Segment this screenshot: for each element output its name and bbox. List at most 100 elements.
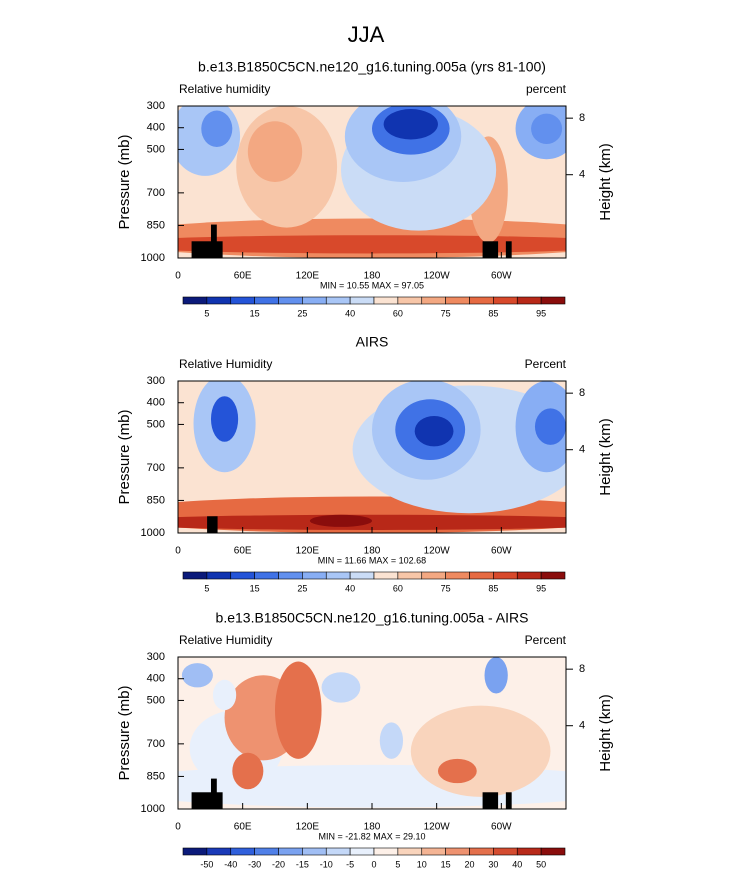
- colorbar-box: [516, 847, 542, 856]
- x-tick-label: 120E: [296, 546, 320, 557]
- colorbar-box: [397, 296, 423, 305]
- colorbar-label: 75: [441, 583, 451, 593]
- y2-axis-title: Height (km): [597, 694, 614, 772]
- x-tick-label: 60W: [491, 822, 512, 833]
- colorbar-box: [397, 571, 423, 580]
- colorbar-label: -15: [296, 859, 309, 869]
- colorbar-box: [206, 296, 232, 305]
- colorbar-box: [373, 571, 399, 580]
- y2-tick-label: 8: [579, 663, 585, 675]
- colorbar-label: 85: [488, 308, 498, 318]
- colorbar-box: [421, 847, 446, 856]
- terrain: [482, 241, 499, 258]
- colorbar-box: [182, 571, 208, 580]
- colorbar-box: [230, 571, 255, 580]
- y-tick-label: 400: [147, 397, 165, 409]
- x-tick-label: 60E: [234, 271, 252, 282]
- colorbar-box: [540, 296, 566, 305]
- terrain: [482, 792, 499, 809]
- y-tick-label: 700: [147, 187, 165, 199]
- colorbar-box: [493, 847, 518, 856]
- colorbar-box: [493, 296, 518, 305]
- colorbar-label: 0: [371, 859, 376, 869]
- contour-fill: [232, 752, 264, 790]
- colorbar-box: [230, 847, 255, 856]
- colorbar-label: 50: [536, 859, 546, 869]
- y-tick-label: 400: [147, 122, 165, 134]
- contour-fill: [484, 657, 508, 694]
- left-label: Relative humidity: [179, 82, 270, 96]
- y2-tick-label: 8: [579, 387, 585, 399]
- colorbar-box: [373, 296, 399, 305]
- terrain: [210, 778, 217, 809]
- colorbar-box: [421, 571, 446, 580]
- y-tick-label: 1000: [141, 803, 165, 815]
- colorbar-label: 30: [488, 859, 498, 869]
- contour-fill: [410, 705, 551, 797]
- min-max: MIN = 10.55 MAX = 97.05: [320, 280, 424, 290]
- colorbar-box: [397, 847, 423, 856]
- y-tick-label: 500: [147, 694, 165, 706]
- colorbar-box: [373, 847, 399, 856]
- colorbar-label: -10: [320, 859, 333, 869]
- contour-fill: [321, 672, 361, 703]
- y-tick-label: 1000: [141, 527, 165, 539]
- colorbar-label: 15: [250, 308, 260, 318]
- colorbar-box: [516, 571, 542, 580]
- colorbar-box: [182, 847, 208, 856]
- y-tick-label: 850: [147, 494, 165, 506]
- y-tick-label: 850: [147, 770, 165, 782]
- colorbar-box: [445, 296, 470, 305]
- colorbar-label: -50: [200, 859, 213, 869]
- colorbar-box: [445, 847, 470, 856]
- colorbar-box: [421, 296, 446, 305]
- x-tick-label: 120W: [424, 822, 451, 833]
- terrain: [505, 241, 512, 258]
- colorbar-box: [516, 296, 542, 305]
- x-tick-label: 0: [175, 546, 181, 557]
- colorbar-box: [302, 296, 327, 305]
- colorbar-label: -5: [346, 859, 354, 869]
- y-tick-label: 850: [147, 219, 165, 231]
- x-tick-label: 180: [364, 546, 381, 557]
- x-tick-label: 60E: [234, 822, 252, 833]
- x-tick-label: 60W: [491, 546, 512, 557]
- y-axis-title: Pressure (mb): [116, 134, 133, 229]
- contour-fill: [531, 113, 563, 144]
- colorbar-label: 95: [536, 308, 546, 318]
- colorbar-box: [540, 847, 566, 856]
- terrain: [191, 792, 223, 809]
- colorbar-label: 5: [204, 308, 209, 318]
- colorbar-label: 85: [488, 583, 498, 593]
- y2-axis-title: Height (km): [597, 418, 614, 496]
- y-tick-label: 700: [147, 462, 165, 474]
- colorbar-box: [254, 847, 279, 856]
- colorbar-box: [206, 571, 232, 580]
- panel-title: b.e13.B1850C5CN.ne120_g16.tuning.005a - …: [216, 610, 529, 626]
- right-label: Percent: [525, 633, 567, 647]
- colorbar-box: [349, 296, 375, 305]
- colorbar-box: [349, 571, 375, 580]
- contour-fill: [414, 415, 454, 447]
- colorbar-box: [254, 296, 279, 305]
- colorbar-box: [206, 847, 232, 856]
- panel-title: b.e13.B1850C5CN.ne120_g16.tuning.005a (y…: [198, 59, 546, 75]
- min-max: MIN = 11.66 MAX = 102.68: [318, 555, 426, 565]
- y-tick-label: 1000: [141, 252, 165, 264]
- left-label: Relative Humidity: [179, 357, 272, 371]
- colorbar-box: [469, 847, 494, 856]
- colorbar-box: [469, 571, 494, 580]
- terrain: [207, 516, 218, 533]
- contour-fill: [181, 663, 213, 688]
- y-tick-label: 300: [147, 651, 165, 663]
- colorbar-box: [278, 571, 303, 580]
- colorbar-label: 25: [297, 308, 307, 318]
- plot-area: [178, 657, 566, 809]
- colorbar-label: 15: [441, 859, 451, 869]
- colorbar-label: 75: [441, 308, 451, 318]
- colorbar-label: 40: [345, 308, 355, 318]
- plot-area: [178, 106, 566, 258]
- contour-fill: [437, 758, 477, 784]
- contour-fill: [201, 110, 233, 148]
- terrain: [505, 792, 512, 809]
